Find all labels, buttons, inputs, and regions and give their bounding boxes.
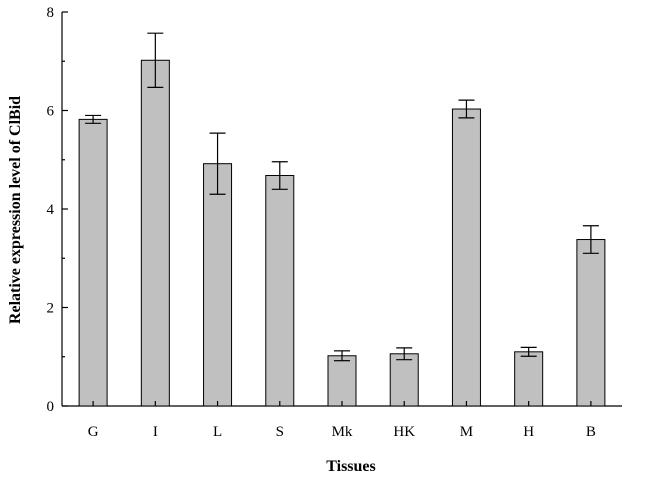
y-axis-title: Relative expression level of ClBid xyxy=(7,96,24,324)
bar-M xyxy=(451,108,481,407)
bar-I xyxy=(140,59,170,407)
x-tick-label-G: G xyxy=(88,424,99,440)
bar-B xyxy=(576,239,606,407)
x-tick-label-H: H xyxy=(523,424,534,440)
x-tick-label-B: B xyxy=(586,424,596,440)
bar-H xyxy=(514,351,544,407)
bar-G xyxy=(78,118,108,407)
y-tick-label: 0 xyxy=(47,399,55,415)
bar-Mk xyxy=(327,355,357,407)
y-tick-label: 4 xyxy=(47,202,55,218)
plot-area: 0 2 4 6 8 G I L S Mk HK M H B xyxy=(47,5,622,440)
bar-S xyxy=(265,175,295,407)
y-tick-label: 2 xyxy=(47,301,55,317)
x-tick-label-HK: HK xyxy=(393,424,415,440)
y-tick-label: 8 xyxy=(47,5,55,21)
bar-L xyxy=(203,163,233,407)
x-tick-label-Mk: Mk xyxy=(332,424,353,440)
x-tick-label-M: M xyxy=(460,424,473,440)
x-tick-label-S: S xyxy=(276,424,284,440)
y-tick-label: 6 xyxy=(47,104,55,120)
x-axis-title: Tissues xyxy=(326,458,376,475)
bar-HK xyxy=(389,353,419,407)
x-tick-label-I: I xyxy=(153,424,158,440)
x-tick-label-L: L xyxy=(213,424,222,440)
